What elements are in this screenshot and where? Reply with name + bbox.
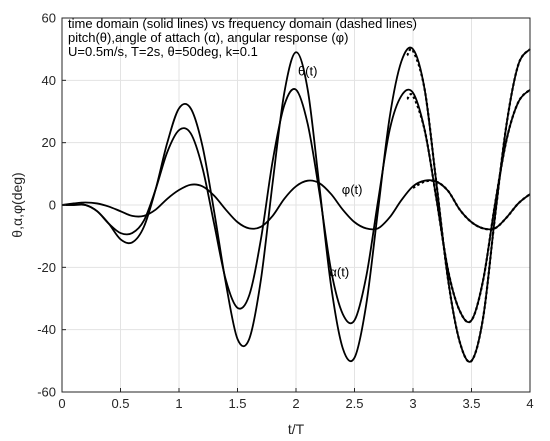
y-axis-label: θ,α,φ(deg) — [9, 172, 25, 237]
x-tick-label-3: 1.5 — [228, 396, 246, 411]
x-tick-label-8: 4 — [526, 396, 533, 411]
grid — [61, 17, 531, 393]
annotation-label-2: α(t) — [329, 265, 349, 280]
series-line-theta — [62, 46, 531, 363]
x-tick-label-0: 0 — [58, 396, 65, 411]
header-line-1: time domain (solid lines) vs frequency d… — [68, 16, 417, 31]
y-tick-label-6: 60 — [42, 11, 56, 26]
y-tick-label-3: 0 — [49, 198, 56, 213]
header-line-3: U=0.5m/s, T=2s, θ=50deg, k=0.1 — [68, 44, 258, 59]
y-tick-label-4: 20 — [42, 135, 56, 150]
x-tick-label-5: 2.5 — [345, 396, 363, 411]
series-line-theta_fd-dashed — [406, 47, 531, 363]
header-line-2: pitch(θ),angle of attach (α), angular re… — [68, 30, 348, 45]
y-tick-label-1: -40 — [37, 322, 56, 337]
x-tick-label-7: 3.5 — [462, 396, 480, 411]
y-tick-label-2: -20 — [37, 260, 56, 275]
series-line-phi_fd-dashed — [412, 179, 531, 231]
x-tick-label-4: 2 — [292, 396, 299, 411]
annotation-label-1: φ(t) — [342, 182, 363, 197]
x-axis-label: t/T — [288, 421, 305, 437]
x-tick-label-6: 3 — [409, 396, 416, 411]
ticks: 0 0.5 1 1.5 2 2.5 3 3.5 4 -60 -40 -20 0 20 40 60 — [37, 11, 533, 412]
x-tick-label-2: 1 — [175, 396, 182, 411]
annotations: θ(t) φ(t) α(t) — [298, 64, 363, 280]
series-layer — [61, 46, 531, 363]
y-tick-label-0: -60 — [37, 385, 56, 400]
annotation-label-0: θ(t) — [298, 64, 318, 79]
y-tick-label-5: 40 — [42, 73, 56, 88]
x-tick-label-1: 0.5 — [111, 396, 129, 411]
chart-header: time domain (solid lines) vs frequency d… — [68, 16, 417, 59]
series-line-alpha_fd-dashed — [406, 88, 531, 324]
